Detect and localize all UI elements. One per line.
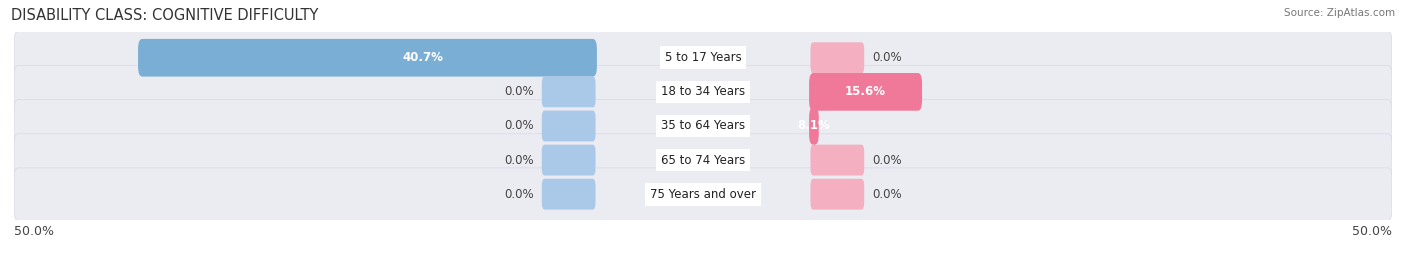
Text: 0.0%: 0.0% xyxy=(503,154,533,167)
FancyBboxPatch shape xyxy=(541,145,596,176)
Text: 18 to 34 Years: 18 to 34 Years xyxy=(661,85,745,98)
FancyBboxPatch shape xyxy=(14,168,1392,221)
Text: 0.0%: 0.0% xyxy=(503,120,533,132)
FancyBboxPatch shape xyxy=(541,110,596,142)
Text: 75 Years and over: 75 Years and over xyxy=(650,188,756,201)
Text: 15.6%: 15.6% xyxy=(845,85,886,98)
FancyBboxPatch shape xyxy=(541,179,596,210)
Text: 0.0%: 0.0% xyxy=(873,154,903,167)
FancyBboxPatch shape xyxy=(808,107,818,145)
FancyBboxPatch shape xyxy=(138,39,598,77)
FancyBboxPatch shape xyxy=(14,134,1392,186)
FancyBboxPatch shape xyxy=(810,179,865,210)
Text: 40.7%: 40.7% xyxy=(402,51,443,64)
Text: 50.0%: 50.0% xyxy=(1353,225,1392,238)
Text: Source: ZipAtlas.com: Source: ZipAtlas.com xyxy=(1284,8,1395,18)
Text: 0.0%: 0.0% xyxy=(873,188,903,201)
FancyBboxPatch shape xyxy=(810,42,865,73)
FancyBboxPatch shape xyxy=(541,76,596,107)
Text: 8.1%: 8.1% xyxy=(797,120,831,132)
FancyBboxPatch shape xyxy=(14,66,1392,118)
Text: 0.0%: 0.0% xyxy=(503,188,533,201)
FancyBboxPatch shape xyxy=(14,100,1392,152)
FancyBboxPatch shape xyxy=(808,73,922,111)
Text: 5 to 17 Years: 5 to 17 Years xyxy=(665,51,741,64)
Text: 35 to 64 Years: 35 to 64 Years xyxy=(661,120,745,132)
FancyBboxPatch shape xyxy=(14,31,1392,84)
Text: 0.0%: 0.0% xyxy=(503,85,533,98)
Text: DISABILITY CLASS: COGNITIVE DIFFICULTY: DISABILITY CLASS: COGNITIVE DIFFICULTY xyxy=(11,8,319,23)
Text: 0.0%: 0.0% xyxy=(873,51,903,64)
Text: 50.0%: 50.0% xyxy=(14,225,53,238)
FancyBboxPatch shape xyxy=(810,145,865,176)
Text: 65 to 74 Years: 65 to 74 Years xyxy=(661,154,745,167)
